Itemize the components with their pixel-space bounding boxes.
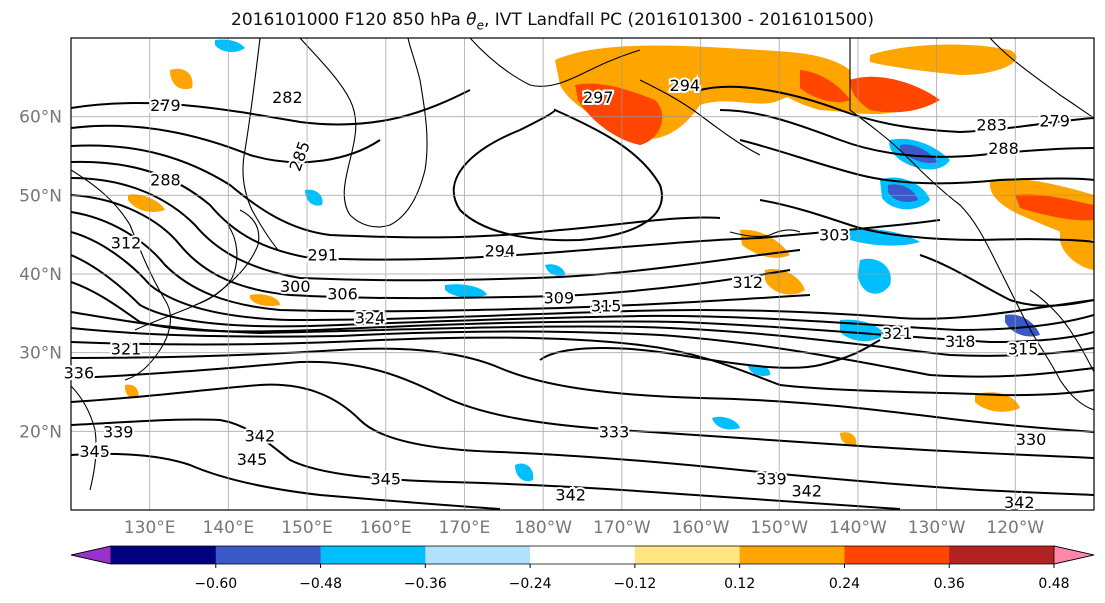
contour-label: 333 xyxy=(599,422,630,441)
lon-tick-label: 140°E xyxy=(203,518,255,538)
graticule xyxy=(71,38,1094,510)
colorbar-extend-low xyxy=(70,545,112,565)
contour-label: 309 xyxy=(544,289,575,308)
theta-e-contours xyxy=(71,85,1094,510)
contour-label: 315 xyxy=(591,296,622,315)
colorbar-tick-label: −0.48 xyxy=(299,576,342,592)
lon-tick-label: 120°W xyxy=(986,518,1044,538)
longitude-tick-labels: 130°E 140°E 150°E 160°E 170°E 180°W 170°W 160°W… xyxy=(124,518,1045,538)
contour-label: 288 xyxy=(988,139,1019,158)
lat-tick-label: 20°N xyxy=(19,422,62,442)
colorbar-segment xyxy=(949,546,1055,564)
anomaly-shading xyxy=(124,39,1094,482)
lon-tick-label: 160°W xyxy=(672,518,730,538)
lat-tick-label: 60°N xyxy=(19,108,62,128)
contour-label: 336 xyxy=(64,363,95,382)
colorbar-segment xyxy=(844,546,950,564)
lon-tick-label: 150°W xyxy=(750,518,808,538)
contour-label: 291 xyxy=(308,245,339,264)
contour-label: 288 xyxy=(150,171,181,190)
lon-tick-label: 130°W xyxy=(908,518,966,538)
contour-label: 285 xyxy=(286,139,314,174)
colorbar-tick-label: −0.36 xyxy=(404,576,447,592)
contour-label: 294 xyxy=(485,241,516,260)
contour-label: 312 xyxy=(111,234,142,253)
contour-label: 321 xyxy=(111,340,142,359)
contour-label: 294 xyxy=(670,76,701,95)
title-suffix: , IVT Landfall PC (2016101300 - 20161015… xyxy=(483,10,874,30)
colorbar-segment xyxy=(111,546,217,564)
contour-label: 342 xyxy=(1004,493,1035,512)
lon-tick-label: 160°E xyxy=(360,518,412,538)
colorbar-tick-label: 0.48 xyxy=(1038,576,1069,592)
colorbar-segment xyxy=(320,546,426,564)
contour-label: 342 xyxy=(555,485,586,504)
contour-label: 324 xyxy=(355,308,386,327)
contour-label: 279 xyxy=(1039,112,1070,131)
colorbar-tick-label: 0.24 xyxy=(829,576,860,592)
colorbar-segment xyxy=(634,546,741,564)
coastlines xyxy=(71,38,1094,491)
contour-label: 342 xyxy=(245,426,276,445)
lon-tick-label: 180°W xyxy=(514,518,572,538)
colorbar-extend-high xyxy=(1053,545,1095,565)
latitude-tick-labels: 60°N 50°N 40°N 30°N 20°N xyxy=(19,108,62,443)
title-subscript: e xyxy=(476,18,484,33)
colorbar-segment xyxy=(739,546,845,564)
contour-label: 315 xyxy=(1008,340,1039,359)
contour-label: 279 xyxy=(150,96,181,115)
contour-label: 303 xyxy=(819,226,850,245)
lon-tick-label: 130°E xyxy=(124,518,176,538)
colorbar-tick-label: 0.12 xyxy=(724,576,755,592)
contour-label: 339 xyxy=(103,422,134,441)
map-title: 2016101000 F120 850 hPa θe, IVT Landfall… xyxy=(0,10,1105,32)
contour-labels: 279 282 285 288 291 294 294 297 300 303 306 309 312 3… xyxy=(62,74,1072,514)
contour-label: 342 xyxy=(791,481,822,500)
contour-label: 345 xyxy=(370,470,401,489)
title-prefix: 2016101000 F120 850 hPa xyxy=(231,10,467,30)
map-frame xyxy=(70,37,1095,511)
contour-label: 297 xyxy=(583,88,614,107)
title-theta-symbol: θ xyxy=(466,10,477,30)
contour-label: 339 xyxy=(756,470,787,489)
lon-tick-label: 140°W xyxy=(829,518,887,538)
contour-label: 330 xyxy=(1016,430,1047,449)
colorbar-tick-label: −0.60 xyxy=(194,576,237,592)
contour-label: 345 xyxy=(79,442,110,461)
colorbar: −0.60 −0.48 −0.36 −0.24 −0.12 0.12 0.24 0.36 0.4… xyxy=(70,545,1095,592)
colorbar-segment xyxy=(215,546,322,564)
colorbar-tick-label: 0.36 xyxy=(934,576,965,592)
contour-label: 282 xyxy=(272,88,303,107)
contour-label: 306 xyxy=(327,285,358,304)
lon-tick-label: 170°W xyxy=(593,518,651,538)
lon-tick-label: 150°E xyxy=(281,518,333,538)
contour-label: 318 xyxy=(945,332,976,351)
colorbar-tick-label: −0.24 xyxy=(509,576,552,592)
contour-label: 283 xyxy=(976,116,1007,135)
lat-tick-label: 30°N xyxy=(19,344,62,364)
lat-tick-label: 50°N xyxy=(19,186,62,206)
contour-label: 312 xyxy=(732,273,763,292)
contour-label: 321 xyxy=(882,324,913,343)
contour-label: 345 xyxy=(237,450,268,469)
colorbar-segment xyxy=(425,546,531,564)
lon-tick-label: 170°E xyxy=(439,518,491,538)
colorbar-segment xyxy=(530,546,636,564)
lat-tick-label: 40°N xyxy=(19,265,62,285)
colorbar-tick-label: −0.12 xyxy=(613,576,656,592)
contour-label: 300 xyxy=(280,277,311,296)
